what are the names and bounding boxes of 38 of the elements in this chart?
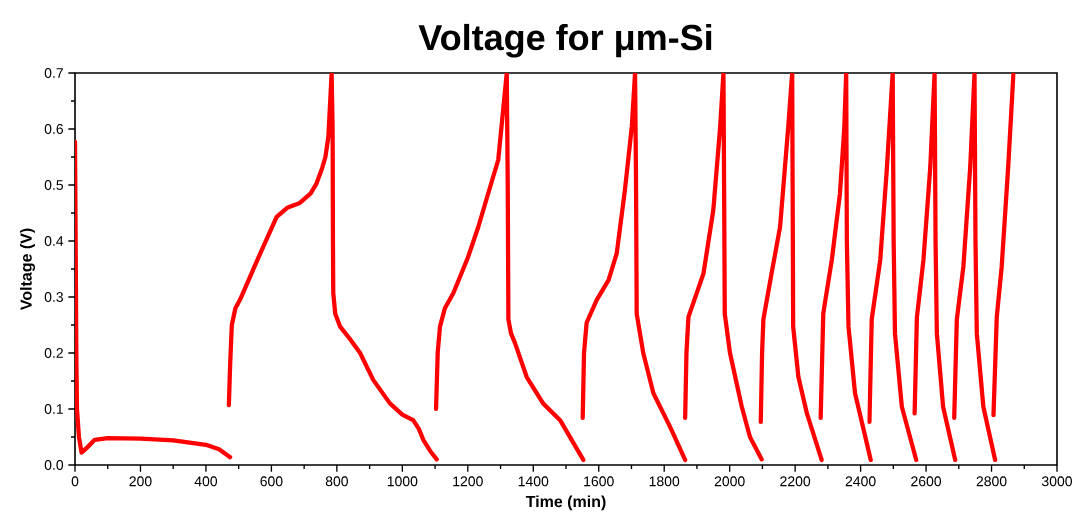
x-tick-label: 1800 bbox=[649, 476, 680, 487]
x-tick-label: 2200 bbox=[780, 476, 811, 487]
line-series bbox=[991, 72, 1016, 418]
y-tick-label: 0.4 bbox=[44, 236, 64, 246]
line-series bbox=[75, 139, 233, 460]
line-series bbox=[433, 72, 586, 463]
line-series bbox=[580, 72, 688, 463]
x-tick-label: 1000 bbox=[387, 476, 418, 487]
x-tick-label: 0 bbox=[71, 476, 79, 487]
x-tick-label: 2000 bbox=[714, 476, 745, 487]
x-tick-label: 1400 bbox=[518, 476, 549, 487]
x-tick-label: 800 bbox=[325, 476, 348, 487]
x-axis-title: Time (min) bbox=[525, 495, 606, 511]
x-tick-label: 1200 bbox=[453, 476, 483, 487]
y-tick-label: 0.1 bbox=[44, 404, 63, 414]
x-tick-label: 600 bbox=[260, 476, 283, 487]
line-series bbox=[818, 72, 873, 463]
chart-title: Voltage for μm-Si bbox=[418, 23, 712, 58]
x-tick-label: 2400 bbox=[845, 476, 876, 487]
line-series bbox=[758, 72, 824, 463]
line-series bbox=[952, 72, 998, 463]
y-axis-title: Voltage (V) bbox=[20, 228, 36, 311]
y-tick-label: 0.3 bbox=[44, 292, 64, 302]
y-tick-label: 0.6 bbox=[44, 124, 64, 134]
line-series bbox=[912, 72, 958, 463]
y-tick-label: 0.2 bbox=[44, 348, 63, 358]
y-tick-label: 0.0 bbox=[44, 460, 64, 470]
y-tick-label: 0.7 bbox=[44, 68, 63, 78]
line-series bbox=[683, 72, 764, 462]
line-series bbox=[226, 72, 439, 462]
x-tick-label: 3000 bbox=[1041, 476, 1073, 487]
x-tick-label: 2800 bbox=[976, 476, 1007, 487]
x-tick-label: 2600 bbox=[911, 476, 942, 487]
y-tick-label: 0.5 bbox=[44, 180, 64, 190]
line-series bbox=[867, 72, 919, 463]
x-tick-label: 1600 bbox=[584, 476, 614, 487]
x-tick-label: 200 bbox=[129, 476, 152, 487]
x-tick-label: 400 bbox=[194, 476, 218, 487]
